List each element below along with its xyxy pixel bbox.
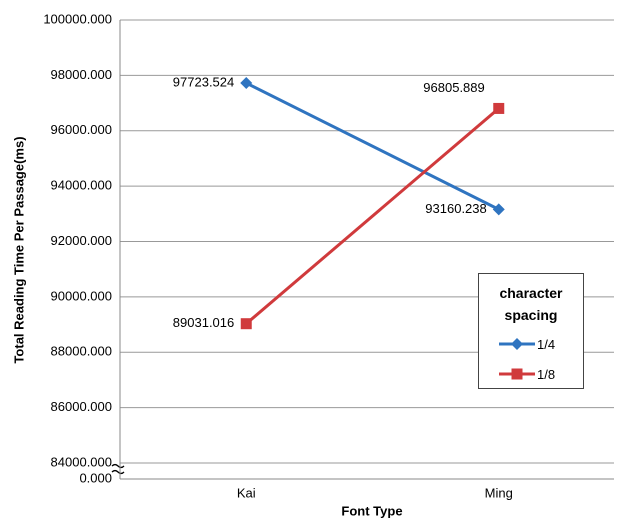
- series-line: [245, 81, 500, 211]
- legend-swatch: [499, 338, 535, 350]
- marker: [493, 102, 505, 114]
- series-line: [245, 107, 500, 325]
- data-label: 96805.889: [423, 80, 484, 95]
- marker: [511, 368, 523, 380]
- legend-entry: 1/8: [479, 362, 583, 386]
- y-tick-label: 86000.000: [51, 399, 112, 414]
- x-tick-label: Kai: [237, 485, 256, 500]
- y-tick-label: 100000.000: [43, 11, 112, 26]
- y-tick-label: 94000.000: [51, 178, 112, 193]
- legend-label: 1/4: [537, 336, 556, 352]
- axis-break: [111, 463, 125, 475]
- y-tick-label: 96000.000: [51, 122, 112, 137]
- legend: character spacing 1/4 1/8: [478, 273, 584, 389]
- y-tick-label: 98000.000: [51, 67, 112, 82]
- marker: [240, 318, 252, 330]
- marker: [492, 203, 505, 216]
- y-tick-label: 84000.000: [51, 454, 112, 469]
- x-axis-title: Font Type: [341, 503, 402, 518]
- y-tick-label: 88000.000: [51, 344, 112, 359]
- y-tick-label: 92000.000: [51, 233, 112, 248]
- data-label: 89031.016: [173, 315, 234, 330]
- y-tick-label: 90000.000: [51, 288, 112, 303]
- marker: [240, 77, 253, 90]
- legend-swatch: [499, 368, 535, 380]
- legend-label: 1/8: [537, 366, 556, 382]
- data-label: 97723.524: [173, 74, 234, 89]
- legend-title: character spacing: [499, 285, 563, 323]
- marker: [511, 338, 523, 350]
- data-label: 93160.238: [425, 201, 486, 216]
- y-tick-label: 0.000: [79, 470, 112, 485]
- x-tick-label: Ming: [485, 485, 513, 500]
- legend-entry: 1/4: [479, 332, 583, 356]
- y-axis-title: Total Reading Time Per Passage(ms): [11, 136, 26, 363]
